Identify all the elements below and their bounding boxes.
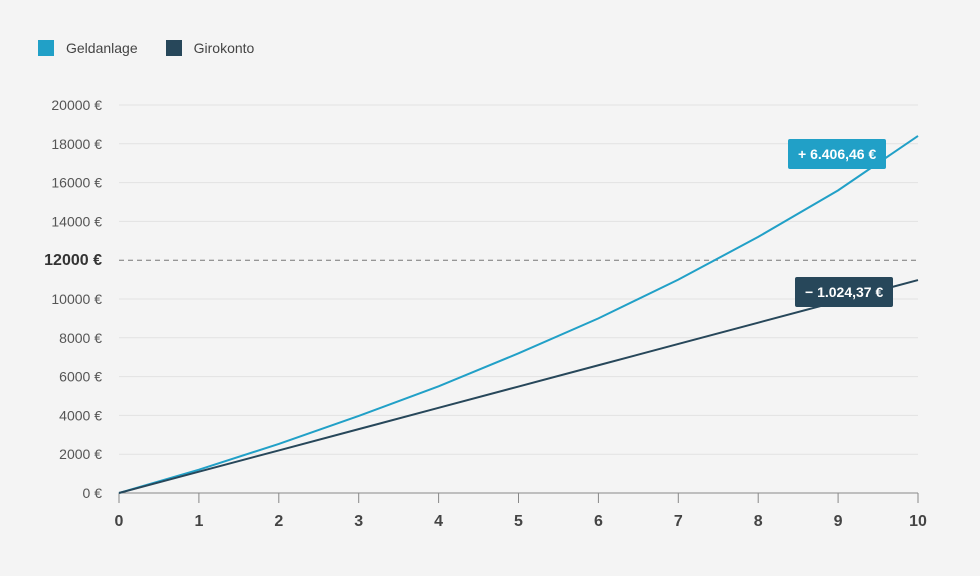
y-tick-label: 16000 € [51,175,102,191]
x-tick-label: 2 [274,513,283,530]
legend-label: Girokonto [193,40,255,56]
x-tick-label: 9 [834,513,843,530]
x-tick-label: 1 [194,513,203,530]
y-tick-label: 2000 € [59,446,102,462]
x-tick-label: 3 [354,513,363,530]
y-tick-label: 14000 € [51,213,102,229]
y-tick-label: 10000 € [51,291,102,307]
x-tick-label: 5 [514,513,523,530]
legend-swatch [38,40,54,56]
x-tick-label: 7 [674,513,683,530]
y-tick-label: 6000 € [59,369,102,385]
y-tick-label: 12000 € [44,252,102,269]
girokonto-difference-badge: − 1.024,37 € [795,277,894,307]
y-tick-label: 8000 € [59,330,102,346]
x-tick-label: 6 [594,513,603,530]
legend-item-girokonto[interactable]: Girokonto [165,40,255,56]
x-tick-label: 8 [754,513,763,530]
y-tick-label: 0 € [83,485,103,501]
series-line-geldanlage [118,135,919,494]
x-tick-label: 10 [909,513,927,530]
legend: Geldanlage Girokonto [38,40,254,56]
legend-label: Geldanlage [66,40,138,56]
legend-item-geldanlage[interactable]: Geldanlage [38,40,138,56]
y-tick-label: 20000 € [51,97,102,113]
series-line-girokonto [118,279,919,494]
x-tick-label: 4 [434,513,443,530]
y-tick-label: 18000 € [51,136,102,152]
legend-swatch [165,40,182,56]
geldanlage-difference-badge: + 6.406,46 € [788,139,887,169]
x-tick-label: 0 [115,513,124,530]
y-tick-label: 4000 € [59,407,102,423]
